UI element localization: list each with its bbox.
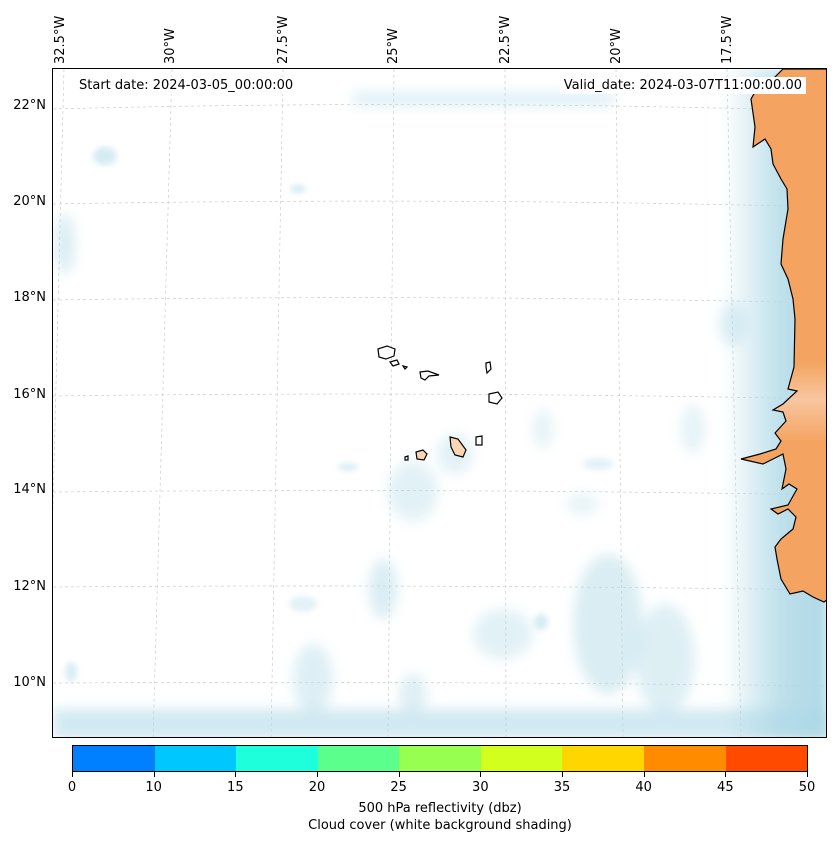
colorbar-tick [480, 772, 482, 777]
lat-label-16n: 16°N [13, 387, 46, 402]
island-fogo [415, 449, 428, 461]
lat-label-14n: 14°N [13, 482, 46, 497]
colorbar-tick [235, 772, 237, 777]
colorbar-tick-label: 10 [145, 780, 162, 795]
colorbar-tick [398, 772, 400, 777]
colorbar-segment [562, 746, 644, 771]
colorbar-segment [317, 746, 400, 771]
island-sao-vicente [388, 359, 400, 367]
colorbar-segment [154, 746, 237, 771]
island-brava [404, 455, 409, 461]
colorbar-tick-label: 30 [472, 780, 489, 795]
lat-label-12n: 12°N [13, 579, 46, 594]
colorbar-tick-label: 35 [553, 780, 571, 795]
island-santiago [449, 436, 467, 458]
lat-label-20n: 20°N [13, 194, 46, 209]
start-date-label: Start date: 2024-03-05_00:00:00 [75, 77, 298, 94]
colorbar-tick [72, 772, 73, 777]
colorbar-tick-label: 40 [635, 780, 652, 795]
colorbar-segment [643, 746, 726, 771]
colorbar-tick-label: 20 [308, 780, 326, 795]
colorbar-segment [725, 746, 808, 771]
island-maio [475, 435, 483, 446]
colorbar-segment [73, 746, 155, 771]
colorbar-segment [480, 746, 563, 771]
colorbar-tick [317, 772, 318, 777]
cloud-cover-shading [53, 69, 826, 737]
colorbar-tick [643, 772, 645, 777]
island-sal [485, 361, 492, 375]
lon-label-17-5w: 17.5°W [720, 15, 735, 64]
colorbar-segment [399, 746, 481, 771]
lon-label-32-5w: 32.5°W [53, 15, 68, 64]
lon-label-25w: 25°W [386, 28, 401, 64]
colorbar-tick [807, 772, 808, 777]
colorbar-tick-label: 50 [798, 780, 816, 795]
lon-label-22-5w: 22.5°W [498, 15, 513, 64]
lon-label-30w: 30°W [163, 28, 178, 64]
valid-date-label: Valid_date: 2024-03-07T11:00:00.00 [559, 77, 806, 94]
island-santa-luzia [401, 365, 409, 370]
island-santo-antao [377, 345, 396, 360]
island-boa-vista [488, 391, 503, 405]
colorbar-tick-label: 25 [390, 780, 407, 795]
lon-label-20w: 20°W [609, 28, 624, 64]
colorbar-tick-label: 45 [717, 780, 734, 795]
africa-land [740, 69, 826, 603]
map-frame: Start date: 2024-03-05_00:00:00 Valid_da… [52, 68, 827, 738]
lat-label-22n: 22°N [13, 98, 46, 113]
colorbar-subtitle: Cloud cover (white background shading) [308, 818, 572, 833]
colorbar-tick [562, 772, 563, 777]
graticule [53, 69, 826, 737]
colorbar-tick-label: 0 [67, 780, 77, 795]
cape-verde-islands [377, 345, 503, 461]
colorbar-segment [236, 746, 318, 771]
colorbar-tick [153, 772, 155, 777]
lat-label-18n: 18°N [13, 290, 46, 305]
map-canvas [53, 69, 826, 737]
colorbar [72, 745, 808, 772]
colorbar-title: 500 hPa reflectivity (dbz) [358, 801, 522, 816]
colorbar-tick [725, 772, 727, 777]
island-sao-nicolau [419, 370, 440, 381]
lat-label-10n: 10°N [13, 675, 46, 690]
lon-label-27-5w: 27.5°W [276, 15, 291, 64]
colorbar-tick-label: 15 [227, 780, 244, 795]
